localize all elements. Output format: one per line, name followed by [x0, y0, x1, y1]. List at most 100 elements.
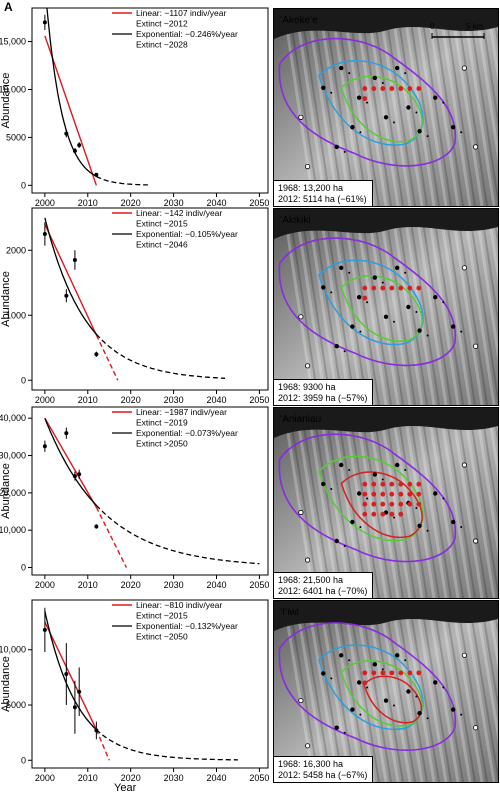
- plot-frame: [31, 7, 269, 194]
- y-tick-label: 30,000: [0, 451, 26, 461]
- x-tick-label: 2050: [249, 198, 269, 208]
- x-tick-label: 2020: [121, 395, 141, 405]
- map-species-name: ʻIʻiwi: [280, 607, 299, 618]
- y-axis-label: Abundance: [0, 656, 12, 712]
- x-tick-label: 2030: [164, 395, 184, 405]
- data-point: [64, 672, 69, 677]
- terrain-map: [274, 209, 498, 405]
- x-tick-label: 2020: [121, 580, 141, 590]
- linear-fit-line: [44, 417, 97, 508]
- y-axis-label: Abundance: [0, 271, 12, 327]
- y-tick-label: 1000: [6, 310, 26, 320]
- x-tick-label: 2030: [164, 198, 184, 208]
- x-tick-label: 2000: [35, 395, 55, 405]
- map-species-name: ʻAkikiki: [280, 215, 311, 226]
- x-tick-label: 2040: [206, 395, 226, 405]
- x-tick-label: 2040: [206, 580, 226, 590]
- data-point: [94, 524, 99, 529]
- legend-text: Linear: −1987 indiv/year: [136, 407, 227, 417]
- area-1968: 1968: 21,500 ha: [278, 575, 344, 585]
- area-2012: 2012: 5114 ha (−61%): [278, 194, 367, 204]
- range-area-box: 1968: 16,300 ha 2012: 5458 ha (−67%): [274, 756, 374, 782]
- map-akekee: ʻAkekeʻe 0 5 km 1968: 13,200 ha 2012: 51…: [273, 8, 499, 207]
- map-species-name: ʻAkekeʻe: [280, 15, 318, 26]
- terrain-map: [274, 601, 498, 782]
- area-2012: 2012: 3959 ha (−57%): [278, 393, 368, 403]
- data-point: [72, 148, 77, 153]
- y-axis-label: Abundance: [0, 73, 12, 129]
- linear-projection-line: [95, 334, 119, 381]
- exponential-projection-line: [96, 175, 148, 186]
- plot-frame: [31, 599, 269, 769]
- x-tick-label: 2000: [35, 773, 55, 783]
- legend-text: Extinct ~2019: [136, 418, 188, 428]
- data-point: [94, 728, 99, 733]
- y-tick-label: 5000: [6, 700, 26, 710]
- data-point: [72, 705, 77, 710]
- exponential-fit-line: [44, 610, 97, 731]
- data-point: [42, 444, 47, 449]
- exponential-fit-line: [44, 417, 97, 506]
- y-tick-label: 0: [21, 180, 26, 190]
- range-area-box: 1968: 9300 ha 2012: 3959 ha (−57%): [274, 379, 374, 405]
- y-tick-label: 40,000: [0, 413, 26, 423]
- exponential-projection-line: [95, 504, 260, 565]
- legend-text: Extinct >2050: [136, 439, 188, 449]
- data-point: [77, 689, 82, 694]
- abundance-charts: 2000 2010 2020 2030 2040 2050 0 5000 10,000 15,00…: [0, 7, 269, 783]
- x-axis-title: Year: [114, 782, 137, 794]
- x-tick-label: 2020: [121, 773, 141, 783]
- legend-text: Linear: −142 indiv/year: [136, 208, 222, 218]
- x-tick-label: 2050: [249, 580, 269, 590]
- x-tick-label: 2040: [206, 773, 226, 783]
- legend-text: Exponential: −0.073%/year: [136, 428, 238, 438]
- y-tick-label: 0: [21, 375, 26, 385]
- x-tick-label: 2010: [78, 198, 98, 208]
- y-tick-label: 15,000: [0, 37, 26, 47]
- data-point: [42, 20, 47, 25]
- data-point: [77, 472, 82, 477]
- y-tick-label: 0: [21, 755, 26, 765]
- y-tick-label: 2000: [6, 245, 26, 255]
- legend-text: Extinct ~2015: [136, 611, 188, 621]
- map-anianiau: ʻAnianiau 1968: 21,500 ha 2012: 6401 ha …: [273, 407, 499, 599]
- data-point: [64, 131, 69, 136]
- y-tick-label: 0: [21, 563, 26, 573]
- area-1968: 1968: 13,200 ha: [278, 183, 344, 193]
- legend-text: Extinct ~2015: [136, 219, 188, 229]
- plot-frame: [31, 207, 269, 391]
- legend-text: Extinct ~2050: [136, 632, 188, 642]
- linear-projection-line: [95, 506, 128, 568]
- legend-text: Exponential: −0.132%/year: [136, 621, 238, 631]
- y-tick-label: 10,000: [0, 84, 26, 94]
- linear-projection-line: [95, 729, 110, 761]
- x-tick-label: 2030: [164, 580, 184, 590]
- legend-text: Exponential: −0.105%/year: [136, 229, 238, 239]
- data-point: [72, 474, 77, 479]
- exponential-fit-line: [46, 8, 97, 177]
- y-tick-label: 10,000: [0, 645, 26, 655]
- x-tick-label: 2040: [206, 198, 226, 208]
- x-tick-label: 2000: [35, 580, 55, 590]
- x-tick-label: 2050: [249, 773, 269, 783]
- exponential-projection-line: [95, 333, 226, 379]
- linear-fit-line: [44, 621, 97, 730]
- legend-text: Extinct ~2028: [136, 40, 188, 50]
- area-1968: 1968: 16,300 ha: [278, 759, 344, 769]
- data-point: [64, 431, 69, 436]
- map-iiwi: ʻIʻiwi 1968: 16,300 ha 2012: 5458 ha (−6…: [273, 600, 499, 783]
- x-tick-label: 2010: [78, 580, 98, 590]
- scale-bar: 0 5 km: [430, 22, 485, 39]
- area-2012: 2012: 5458 ha (−67%): [278, 770, 368, 780]
- exponential-fit-line: [44, 217, 97, 335]
- data-point: [94, 172, 99, 177]
- x-tick-label: 2020: [121, 198, 141, 208]
- area-1968: 1968: 9300 ha: [278, 382, 336, 392]
- map-akikiki: ʻAkikiki 1968: 9300 ha 2012: 3959 ha (−5…: [273, 208, 499, 406]
- x-tick-label: 2030: [164, 773, 184, 783]
- range-area-box: 1968: 13,200 ha 2012: 5114 ha (−61%): [274, 180, 373, 206]
- x-tick-label: 2050: [249, 395, 269, 405]
- data-point: [42, 627, 47, 632]
- y-tick-label: 20,000: [0, 488, 26, 498]
- legend-text: Extinct ~2012: [136, 19, 188, 29]
